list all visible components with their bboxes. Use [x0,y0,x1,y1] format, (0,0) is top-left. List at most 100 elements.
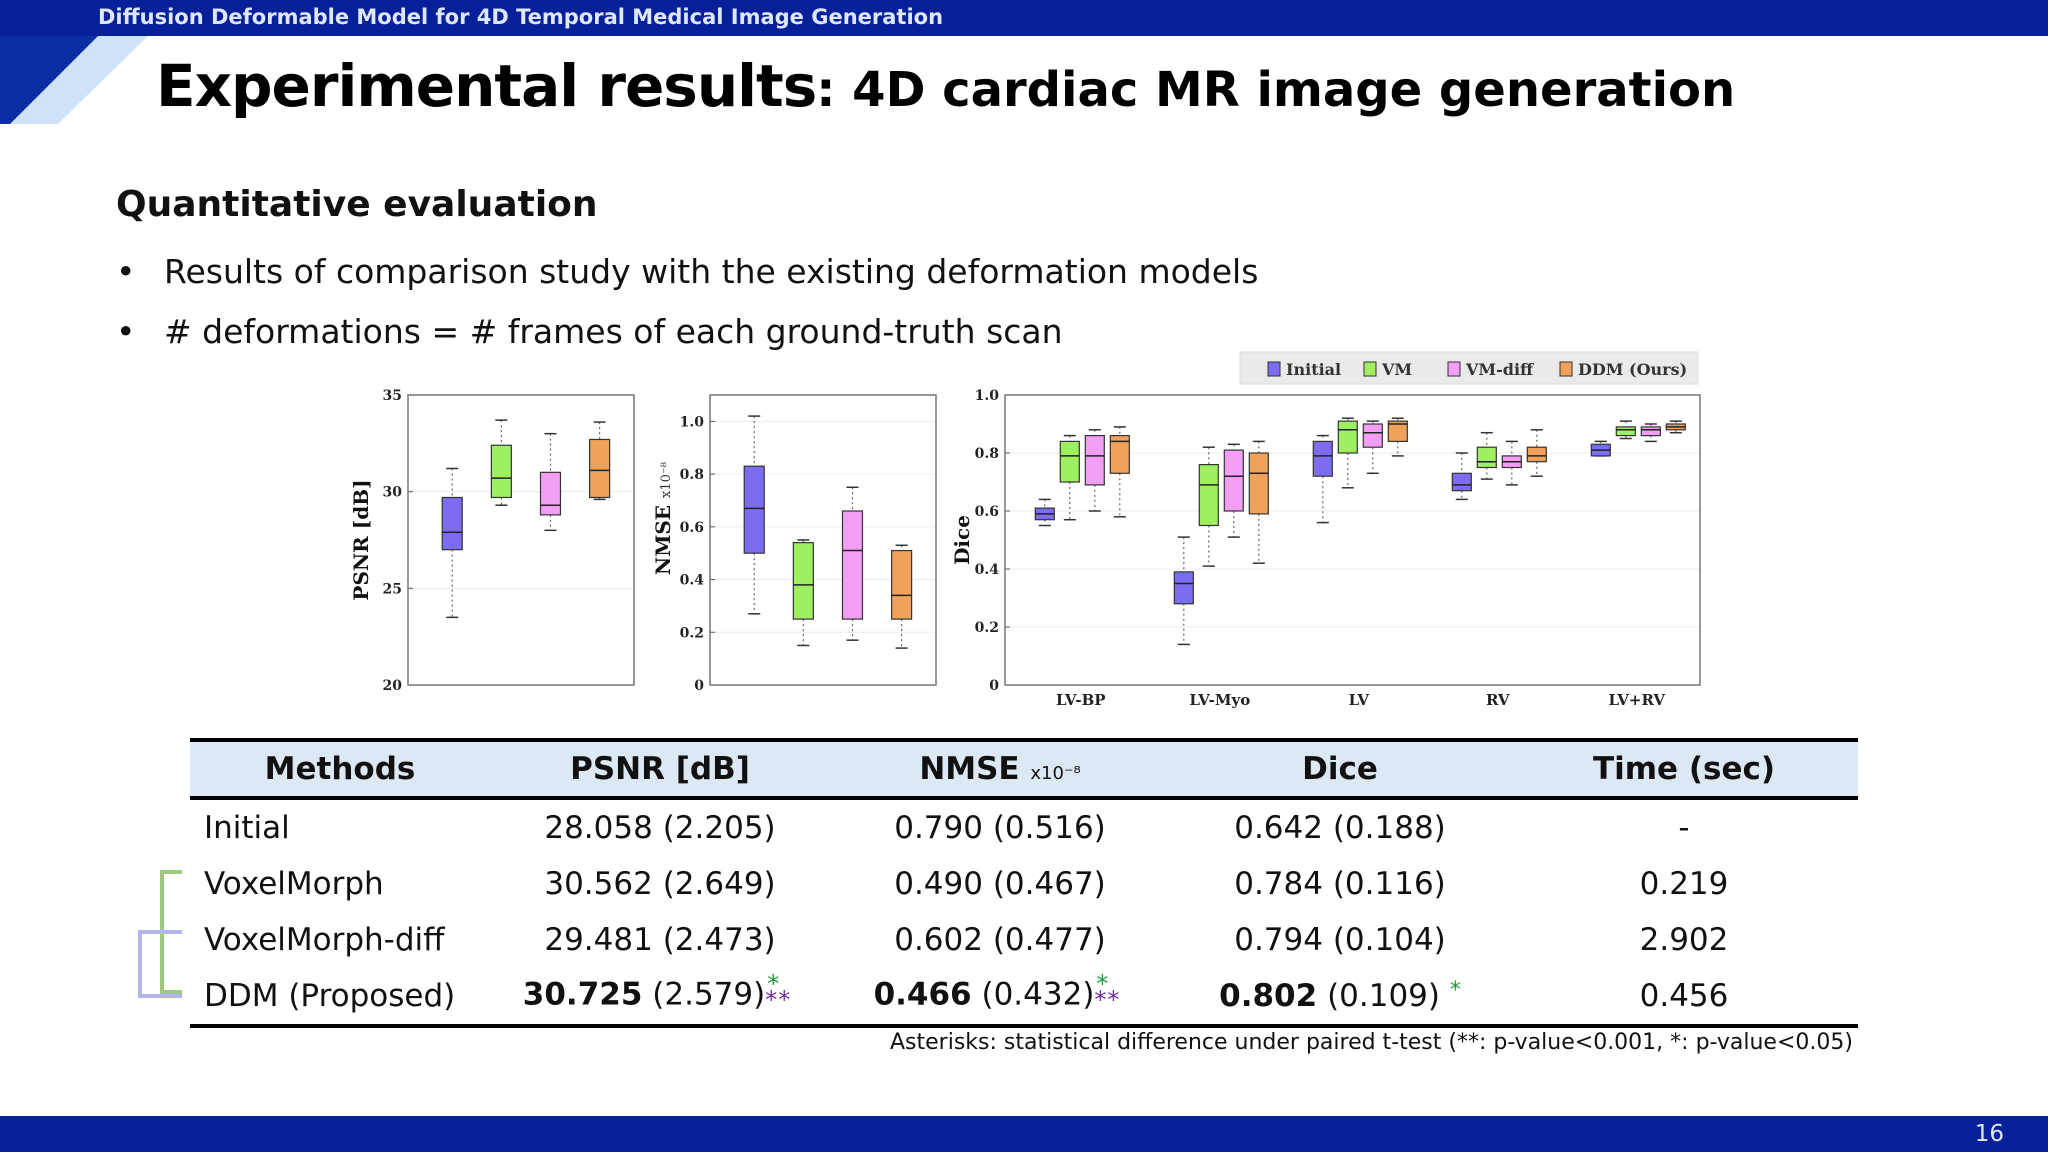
box [1248,452,1269,515]
y-tick-label: 35 [383,388,402,404]
box-element [589,421,611,501]
nmse-mean: 0.466 [873,976,972,1013]
psnr-sd: (2.649) [662,866,776,902]
box-element [1084,429,1105,512]
slide-title: Experimental results: 4D cardiac MR imag… [156,52,1735,120]
cell-psnr: 30.725 (2.579) * ** [490,968,830,1028]
x-tick-label: LV+RV [1609,691,1666,709]
nmse-sd: (0.432) [981,976,1095,1013]
cell-nmse: 0.602 (0.477) [830,912,1170,968]
psnr-sd: (2.579) [652,976,766,1013]
cell-time: 0.219 [1639,866,1729,902]
box [743,465,765,554]
nmse-mean: 0.490 [894,866,983,902]
y-tick-label: 0.8 [680,467,704,483]
y-tick-label: 0.6 [680,520,704,536]
y-tick-label: 30 [383,485,403,501]
box-element [891,544,913,649]
legend-swatch [1559,361,1573,377]
box-element [1387,417,1408,457]
significance-marks: * ** [1094,970,1126,1016]
dice-sd: (0.116) [1332,866,1446,902]
box-element [1337,417,1358,489]
y-axis-label: NMSE [651,505,675,575]
y-tick-label: 0.4 [975,562,1000,578]
cell-psnr: 28.058 (2.205) [490,798,830,856]
subheading: Quantitative evaluation [116,184,598,225]
box [1084,434,1105,486]
cell-nmse: 0.490 (0.467) [830,856,1170,912]
nmse-sd: (0.467) [992,866,1106,902]
cell-time: 0.456 [1510,968,1858,1028]
cell-dice: 0.642 (0.188) [1170,798,1510,856]
y-axis-label: Dice [950,515,974,565]
box-element [539,432,562,532]
sig-single: * [1096,970,1109,998]
sig-double: ** [1094,986,1121,1014]
sig-double: ** [765,986,792,1014]
dice-sd: (0.188) [1332,810,1446,846]
box [1173,571,1194,605]
cell-time: 2.902 [1639,922,1729,958]
box-element [490,419,512,506]
box-element [1501,440,1522,486]
table-row: VoxelMorph-diff 29.481 (2.473) 0.602 (0.… [190,912,1858,968]
box-element [1059,434,1080,521]
legend-box [1239,351,1699,385]
box-element [441,467,463,619]
boxplot-figure: 20 25 30 35 PSNR [dB] 0 0.2 0.4 0.6 0.8 1.0 NMSE x10… [349,351,1701,709]
header-bar: Diffusion Deformable Model for 4D Tempor… [0,0,2048,36]
psnr-mean: 30.562 [544,866,653,902]
cell-nmse: 0.466 (0.432) * ** [830,968,1170,1028]
box [441,496,463,551]
plot-frame [1004,394,1701,686]
box [841,510,864,620]
box [1362,423,1383,448]
cell-psnr: 30.562 (2.649) [490,856,830,912]
legend-swatch [1363,361,1377,377]
dice-mean: 0.784 [1234,866,1323,902]
sig-single: * [767,970,780,998]
box [1476,446,1497,469]
col-header-methods: Methods [190,738,490,800]
box-element [1451,452,1472,501]
cell-method: VoxelMorph-diff [204,922,445,958]
y-tick-label: 25 [383,581,402,597]
psnr-mean: 30.725 [522,976,643,1013]
table-row: Initial 28.058 (2.205) 0.790 (0.516) 0.6… [190,798,1858,856]
corner-decoration [0,36,148,124]
box-element [792,539,814,647]
y-tick-label: 1.0 [975,388,1000,404]
bullet-item: • Results of comparison study with the ex… [116,252,1259,291]
cell-method: DDM (Proposed) [190,968,490,1028]
box [589,438,611,499]
box-element [1362,420,1383,475]
title-sub: : 4D cardiac MR image generation [816,62,1736,118]
x-tick-label: RV [1486,691,1510,709]
box-element [1248,440,1269,564]
cell-dice: 0.802 (0.109) * [1170,968,1510,1028]
y-tick-label: 20 [383,678,403,694]
sig-single: * [1449,978,1461,1003]
legend-label: Initial [1286,360,1341,379]
page-number: 16 [1974,1121,2004,1147]
y-tick-label: 0.4 [680,573,705,589]
cell-psnr: 29.481 (2.473) [490,912,830,968]
box-element [841,486,864,641]
legend-swatch [1267,361,1281,377]
nmse-mean: 0.602 [894,922,983,958]
plot-frame [709,394,937,686]
footer-bar: 16 [0,1116,2048,1152]
comparison-bracket [138,870,182,998]
box-element [1173,536,1194,646]
results-table: Methods PSNR [dB] NMSE x10⁻⁸ Dice Time (… [190,738,1858,1028]
dice-sd: (0.104) [1332,922,1446,958]
nmse-sd: (0.477) [992,922,1106,958]
box [792,542,814,620]
box [1640,426,1661,437]
y-tick-label: 0 [989,678,999,694]
col-header-nmse: NMSE x10⁻⁸ [830,738,1170,800]
y-tick-label: 0.6 [975,504,999,520]
box [1198,463,1219,527]
y-tick-label: 1.0 [680,414,705,430]
